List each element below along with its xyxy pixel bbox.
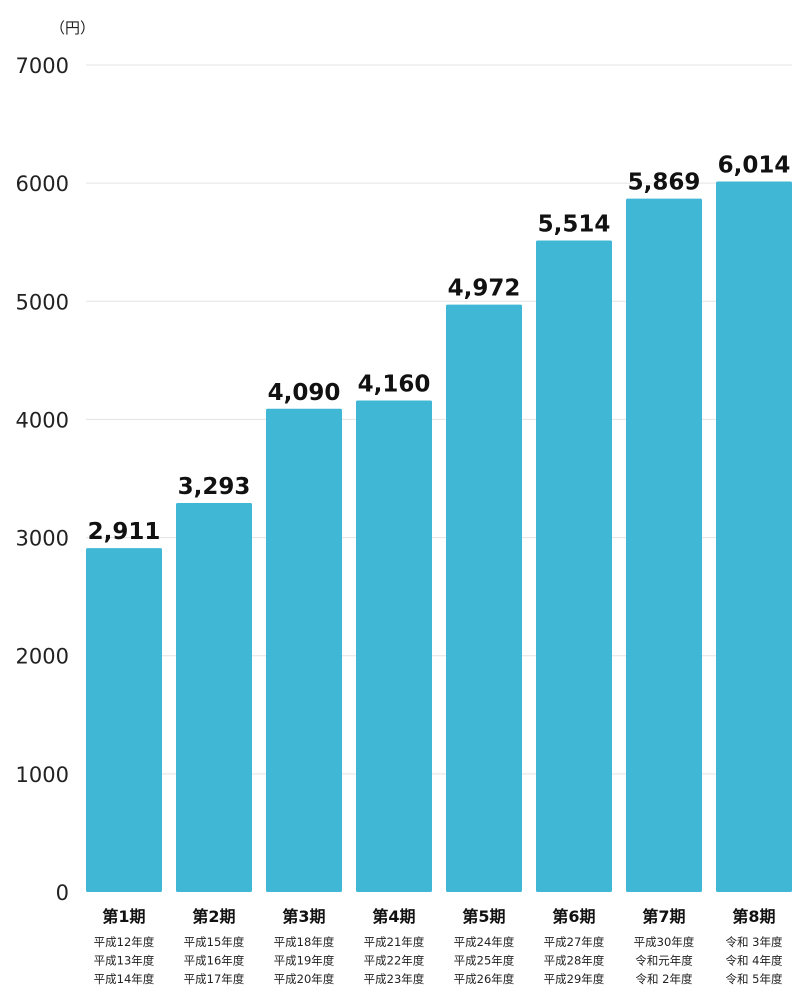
value-label-1: 2,911 [88, 519, 161, 545]
value-label-5: 4,972 [448, 276, 521, 302]
y-tick-label: 4000 [16, 408, 69, 432]
category-sublabel: 平成25年度 [454, 954, 515, 968]
category-label-3: 第3期 [282, 907, 325, 926]
category-sublabel: 平成30年度 [634, 935, 695, 949]
value-label-6: 5,514 [538, 212, 611, 238]
bar-1 [86, 548, 162, 892]
value-labels: 2,911 3,293 4,090 4,160 4,972 5,514 5,869 6,014 [88, 152, 791, 545]
category-sublabel: 平成27年度 [544, 935, 605, 949]
category-sublabel: 平成12年度 [94, 935, 155, 949]
category-label-7: 第7期 [642, 907, 685, 926]
value-label-7: 5,869 [628, 170, 701, 196]
category-sublabel: 平成23年度 [364, 972, 425, 986]
value-label-2: 3,293 [178, 474, 251, 500]
category-sublabel: 令和 3年度 [726, 935, 783, 949]
category-sublabel: 平成14年度 [94, 972, 155, 986]
bar-8 [716, 181, 792, 892]
bar-2 [176, 502, 252, 892]
value-label-3: 4,090 [268, 380, 341, 406]
category-sublabel: 令和 2年度 [636, 972, 693, 986]
category-label-4: 第4期 [372, 907, 415, 926]
category-sublabel: 平成24年度 [454, 935, 515, 949]
category-sublabel: 平成17年度 [184, 972, 245, 986]
y-tick-label: 2000 [16, 645, 69, 669]
bar-7 [626, 198, 702, 892]
category-sublabel: 平成16年度 [184, 954, 245, 968]
y-tick-label: 5000 [16, 290, 69, 314]
category-label-8: 第8期 [732, 907, 775, 926]
category-sublabel: 平成15年度 [184, 935, 245, 949]
category-sublabel: 平成19年度 [274, 954, 335, 968]
y-tick-label: 0 [56, 881, 69, 905]
y-tick-label: 3000 [16, 527, 69, 551]
bar-6 [536, 240, 612, 892]
bar-4 [356, 400, 432, 892]
category-sublabel: 平成20年度 [274, 972, 335, 986]
category-sublabel: 令和 5年度 [726, 972, 783, 986]
category-sublabel: 平成21年度 [364, 935, 425, 949]
category-sublabel: 平成18年度 [274, 935, 335, 949]
category-sublabel: 平成29年度 [544, 972, 605, 986]
y-axis-unit-label: （円） [50, 19, 95, 37]
category-sublabel: 令和 4年度 [726, 954, 783, 968]
y-tick-label: 7000 [16, 54, 69, 78]
y-tick-label: 6000 [16, 172, 69, 196]
category-sublabel: 平成26年度 [454, 972, 515, 986]
category-label-5: 第5期 [462, 907, 505, 926]
category-sublabel: 平成22年度 [364, 954, 425, 968]
y-tick-label: 1000 [16, 763, 69, 787]
category-label-1: 第1期 [102, 907, 145, 926]
value-label-8: 6,014 [718, 152, 791, 178]
category-sublabel: 令和元年度 [635, 954, 693, 968]
category-label-2: 第2期 [192, 907, 235, 926]
category-label-6: 第6期 [552, 907, 595, 926]
value-label-4: 4,160 [358, 372, 431, 398]
bar-3 [266, 408, 342, 892]
y-axis-ticks: 7000 6000 5000 4000 3000 2000 1000 0 [16, 54, 69, 905]
category-sublabel: 平成13年度 [94, 954, 155, 968]
bar-5 [446, 304, 522, 892]
bars [86, 181, 792, 892]
category-sublabel: 平成28年度 [544, 954, 605, 968]
